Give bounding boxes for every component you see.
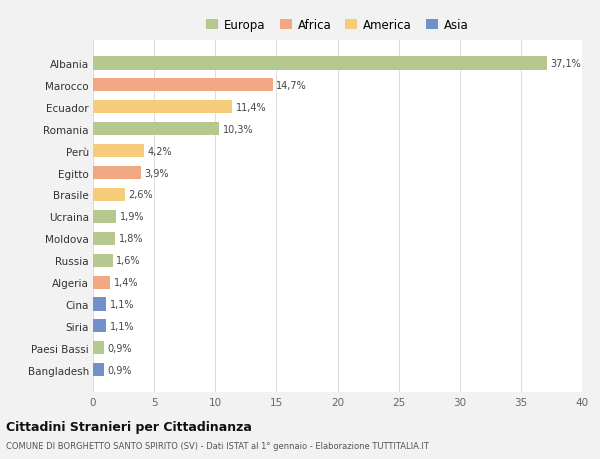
Text: 1,9%: 1,9% <box>120 212 145 222</box>
Text: 11,4%: 11,4% <box>236 102 266 112</box>
Text: 1,1%: 1,1% <box>110 299 134 309</box>
Text: 14,7%: 14,7% <box>277 81 307 91</box>
Bar <box>93 123 219 136</box>
Text: 0,9%: 0,9% <box>107 365 132 375</box>
Bar <box>93 189 125 202</box>
Bar <box>93 298 106 311</box>
Bar <box>93 79 273 92</box>
Bar <box>93 210 116 224</box>
Text: 37,1%: 37,1% <box>550 59 581 69</box>
Bar <box>93 341 104 355</box>
Text: 1,8%: 1,8% <box>119 234 143 244</box>
Bar <box>93 232 115 245</box>
Text: COMUNE DI BORGHETTO SANTO SPIRITO (SV) - Dati ISTAT al 1° gennaio - Elaborazione: COMUNE DI BORGHETTO SANTO SPIRITO (SV) -… <box>6 441 429 450</box>
Bar <box>93 101 232 114</box>
Text: 0,9%: 0,9% <box>107 343 132 353</box>
Legend: Europa, Africa, America, Asia: Europa, Africa, America, Asia <box>206 19 469 32</box>
Bar <box>93 167 140 180</box>
Bar <box>93 276 110 289</box>
Text: 1,6%: 1,6% <box>116 256 141 266</box>
Text: Cittadini Stranieri per Cittadinanza: Cittadini Stranieri per Cittadinanza <box>6 420 252 433</box>
Bar <box>93 319 106 333</box>
Text: 4,2%: 4,2% <box>148 146 173 156</box>
Bar <box>93 145 145 158</box>
Bar <box>93 254 113 267</box>
Text: 2,6%: 2,6% <box>128 190 153 200</box>
Bar <box>93 364 104 376</box>
Text: 3,9%: 3,9% <box>145 168 169 178</box>
Text: 1,4%: 1,4% <box>114 278 138 287</box>
Text: 1,1%: 1,1% <box>110 321 134 331</box>
Text: 10,3%: 10,3% <box>223 124 253 134</box>
Bar <box>93 57 547 70</box>
